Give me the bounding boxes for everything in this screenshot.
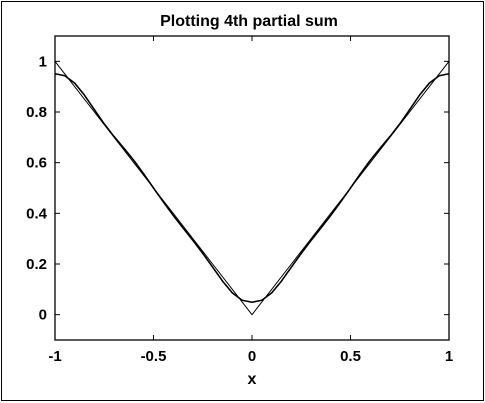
y-tick-label: 0.4 <box>26 205 48 222</box>
line-chart: Plotting 4th partial sum -1 -0.5 0 0.5 1 0 0.2… <box>26 13 453 388</box>
chart-title: Plotting 4th partial sum <box>160 13 338 30</box>
series-line-exact <box>54 61 450 316</box>
y-tick-label: 1 <box>39 53 47 70</box>
x-tick-label: -0.5 <box>141 348 167 365</box>
x-tick-label: 0 <box>248 348 256 365</box>
x-tick-label: -1 <box>48 348 61 365</box>
y-tick-label: 0 <box>39 307 47 324</box>
series-line-partial-sum <box>54 72 450 304</box>
y-tick-label: 0.6 <box>26 155 47 172</box>
y-tick-label: 0.2 <box>26 256 47 273</box>
x-tick-label: 0.5 <box>340 348 361 365</box>
x-axis-label: x <box>248 371 257 388</box>
y-tick-label: 0.8 <box>26 104 47 121</box>
plot-area <box>54 35 450 341</box>
x-tick-label: 1 <box>445 348 453 365</box>
